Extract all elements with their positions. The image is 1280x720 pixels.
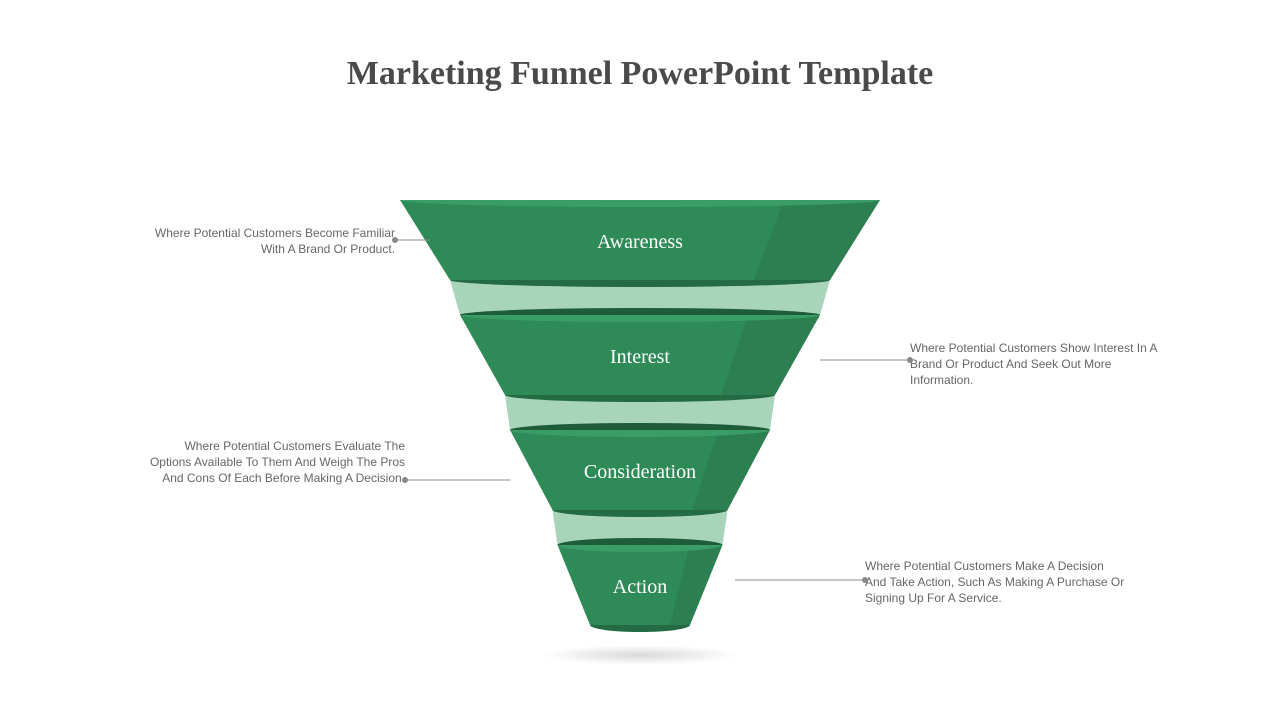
stage-label-0: Awareness xyxy=(597,231,683,253)
callout-action: Where Potential Customers Make A Decisio… xyxy=(865,558,1125,607)
stage-label-2: Consideration xyxy=(584,461,696,483)
callout-awareness: Where Potential Customers Become Familia… xyxy=(135,225,395,257)
funnel-shadow xyxy=(540,645,740,665)
callout-interest: Where Potential Customers Show Interest … xyxy=(910,340,1170,389)
funnel-diagram: Awareness Interest Consideration Action xyxy=(390,200,890,685)
callout-consideration: Where Potential Customers Evaluate The O… xyxy=(145,438,405,487)
page-title: Marketing Funnel PowerPoint Template xyxy=(0,55,1280,93)
stage-label-3: Action xyxy=(613,576,667,598)
stage-label-1: Interest xyxy=(610,346,670,368)
funnel-svg: Awareness Interest Consideration Action xyxy=(390,200,890,680)
